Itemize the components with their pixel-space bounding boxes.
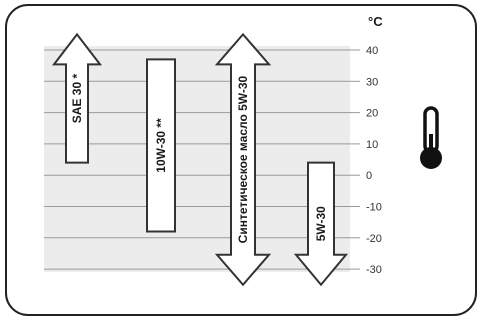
- tick-label: 40: [366, 45, 378, 57]
- band-arrow-down: [293, 161, 349, 287]
- band-label: SAE 30 *: [70, 74, 84, 124]
- band-arrow-up: [51, 32, 103, 164]
- band-label: 5W-30: [314, 206, 328, 241]
- gridlines: [44, 49, 360, 270]
- grid-background: [44, 46, 350, 272]
- tick-label: 30: [366, 76, 378, 88]
- tick-label: -20: [366, 233, 382, 245]
- tick-label: 20: [366, 108, 378, 120]
- unit-label: °C: [368, 14, 383, 29]
- thermometer-icon: [420, 106, 442, 169]
- band-bar: [146, 58, 176, 233]
- tick-label: 0: [366, 170, 372, 182]
- oil-bands: SAE 30 * 10W-30 ** Синтетическое масло 5W-…: [51, 32, 349, 287]
- band-label: 10W-30 **: [154, 118, 168, 173]
- tick-label: -10: [366, 202, 382, 214]
- tick-labels: 40 30 20 10 0 -10 -20 -30: [366, 45, 382, 276]
- tick-label: 10: [366, 139, 378, 151]
- tick-label: -30: [366, 264, 382, 276]
- band-arrow-both: [214, 32, 272, 287]
- band-label: Синтетическое масло 5W-30: [236, 75, 250, 243]
